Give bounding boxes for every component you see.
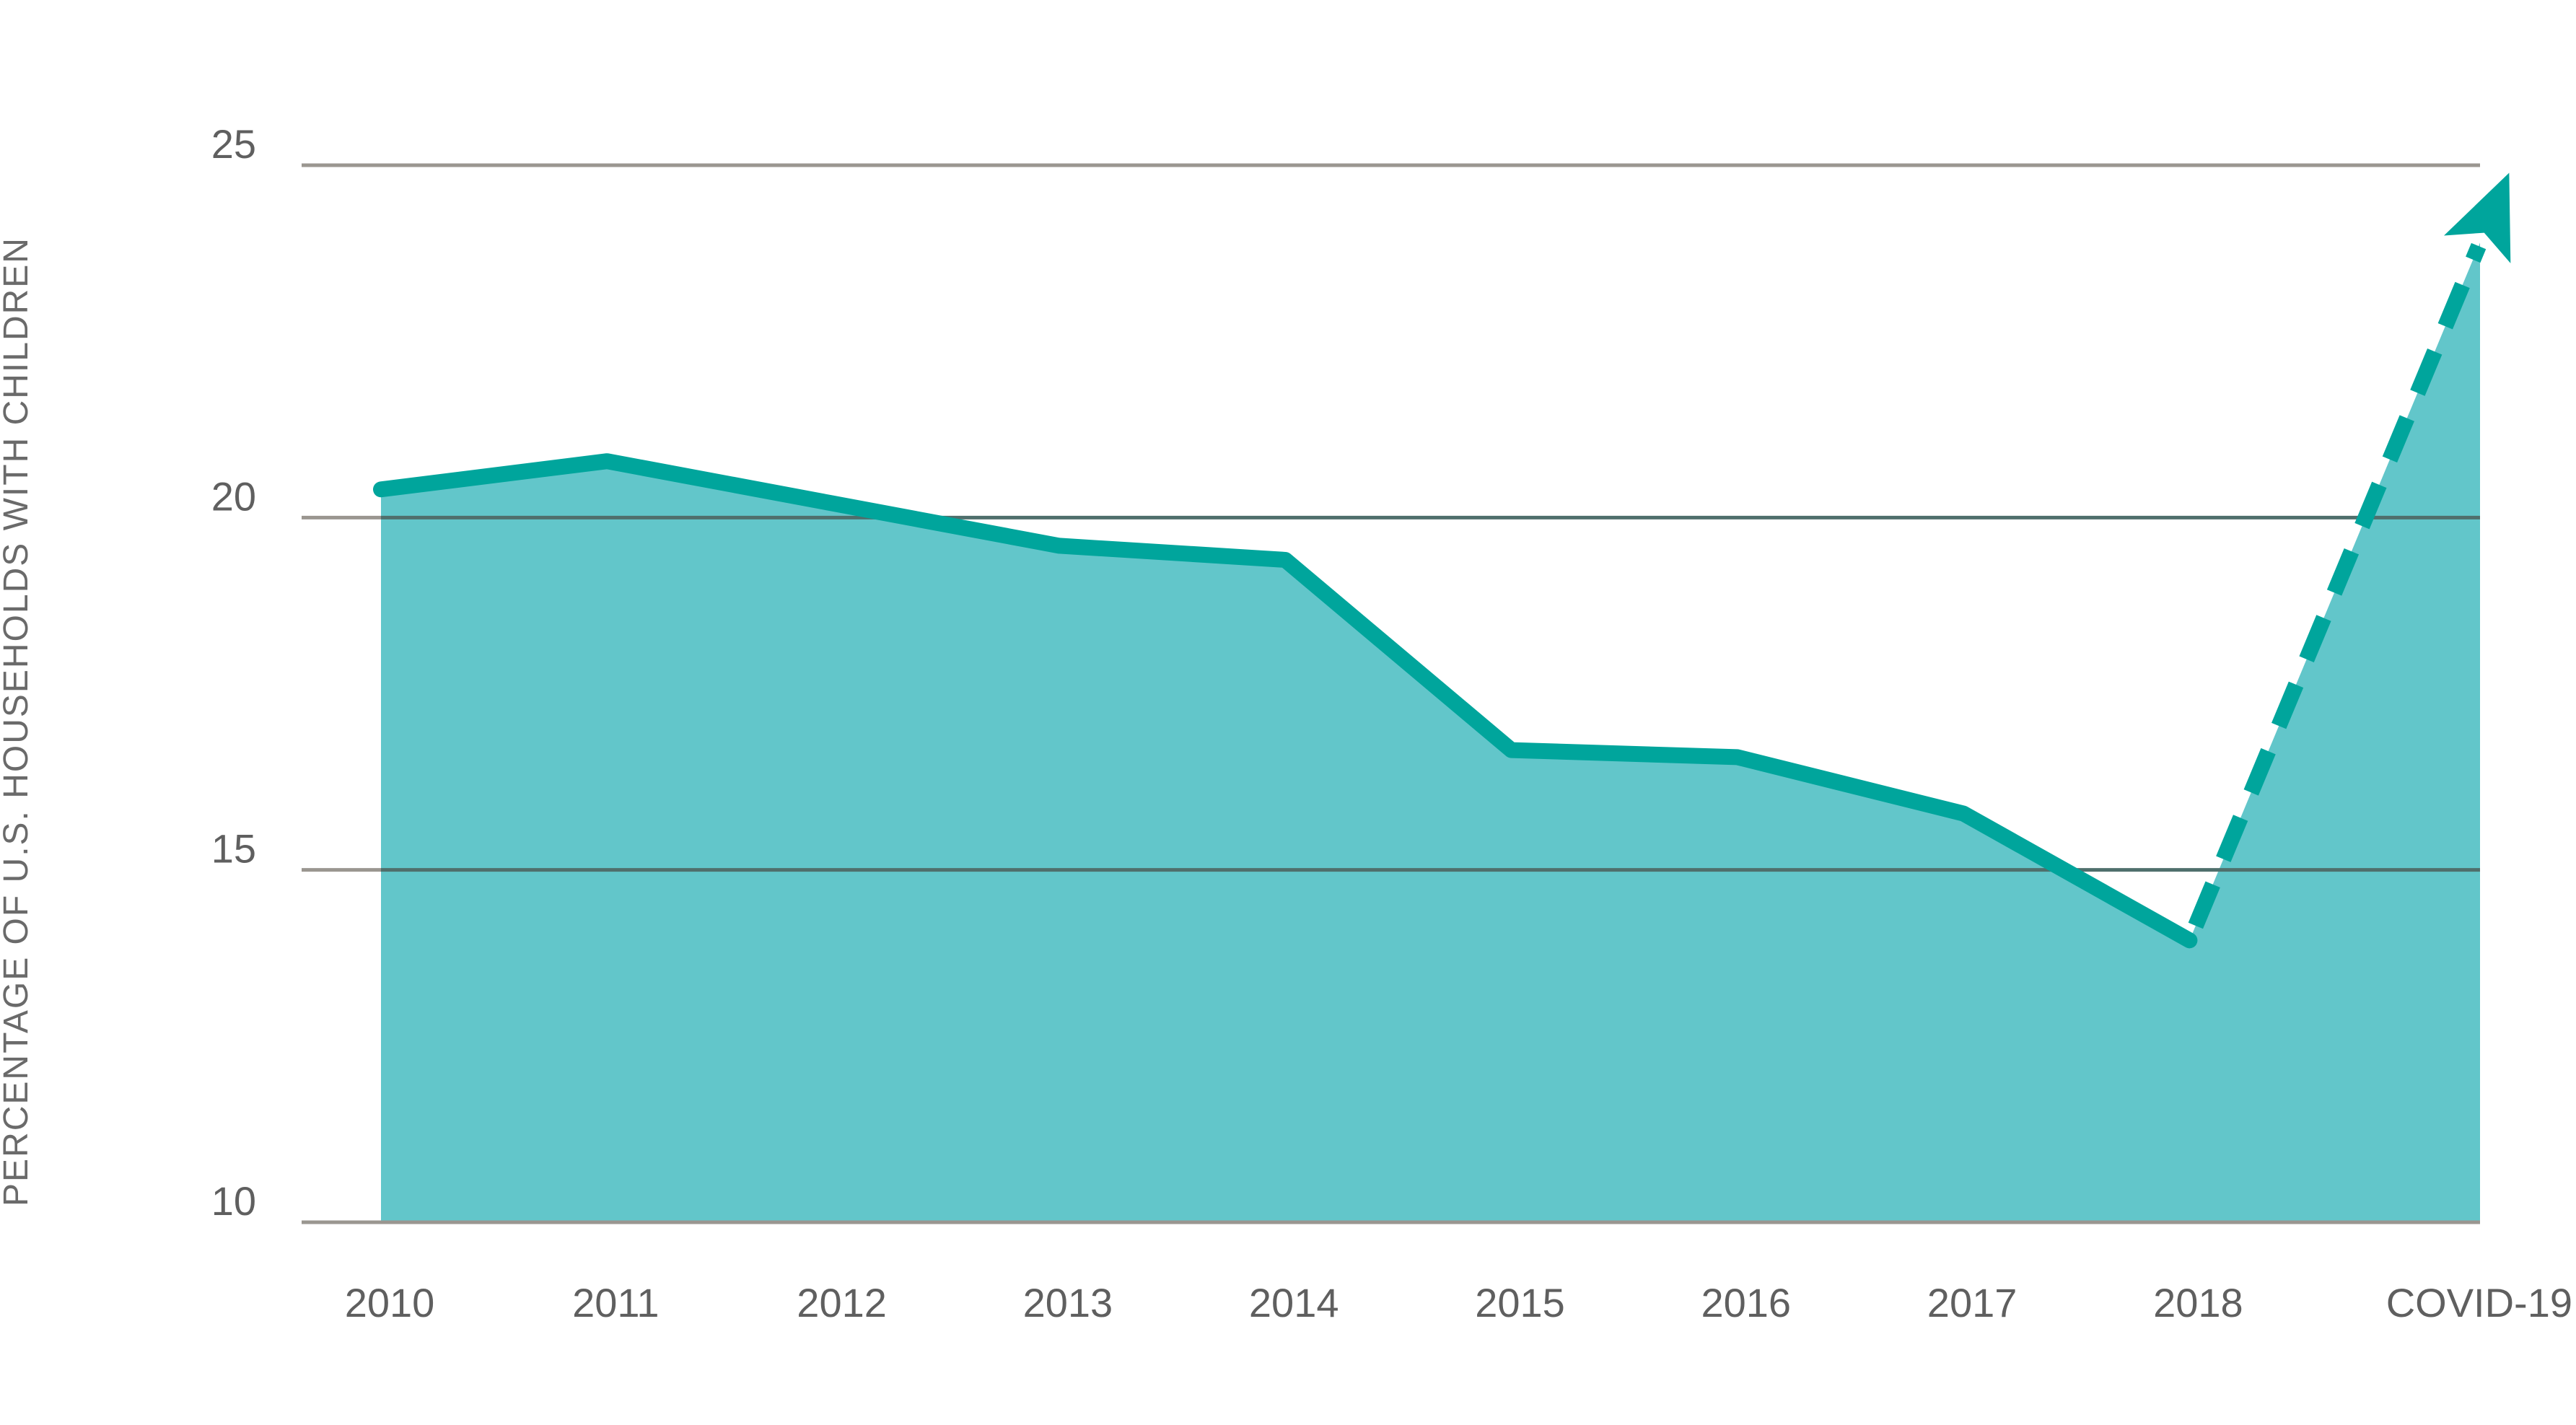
area-fill: [381, 242, 2480, 1222]
x-tick-labels: 2010 2011 2012 2013 2014 2015 2016 2017 2018 COVI…: [345, 1280, 2572, 1325]
x-tick-label-covid-19: COVID-19: [2386, 1280, 2572, 1325]
series-line-projection-dashed: [2188, 242, 2487, 929]
y-tick-label-25: 25: [211, 121, 256, 167]
x-tick-label-2015: 2015: [1475, 1280, 1565, 1325]
x-tick-label-2013: 2013: [1023, 1280, 1113, 1325]
projection-arrowhead: [2443, 172, 2511, 263]
x-tick-label-2011: 2011: [572, 1280, 659, 1325]
x-tick-label-2012: 2012: [797, 1280, 887, 1325]
series-line-solid: [373, 453, 2198, 949]
y-tick-label-20: 20: [211, 473, 256, 519]
x-tick-label-2016: 2016: [1701, 1280, 1792, 1325]
y-tick-labels: 10 15 20 25: [211, 121, 256, 1224]
x-tick-label-2010: 2010: [345, 1280, 435, 1325]
grid-lines: [302, 163, 2480, 1224]
y-axis-title: PERCENTAGE OF U.S. HOUSEHOLDS WITH CHILD…: [0, 237, 35, 1206]
y-tick-label-15: 15: [211, 826, 256, 872]
y-tick-label-10: 10: [211, 1178, 256, 1224]
x-tick-label-2014: 2014: [1249, 1280, 1339, 1325]
x-tick-label-2017: 2017: [1927, 1280, 2018, 1325]
x-tick-label-2018: 2018: [2153, 1280, 2243, 1325]
